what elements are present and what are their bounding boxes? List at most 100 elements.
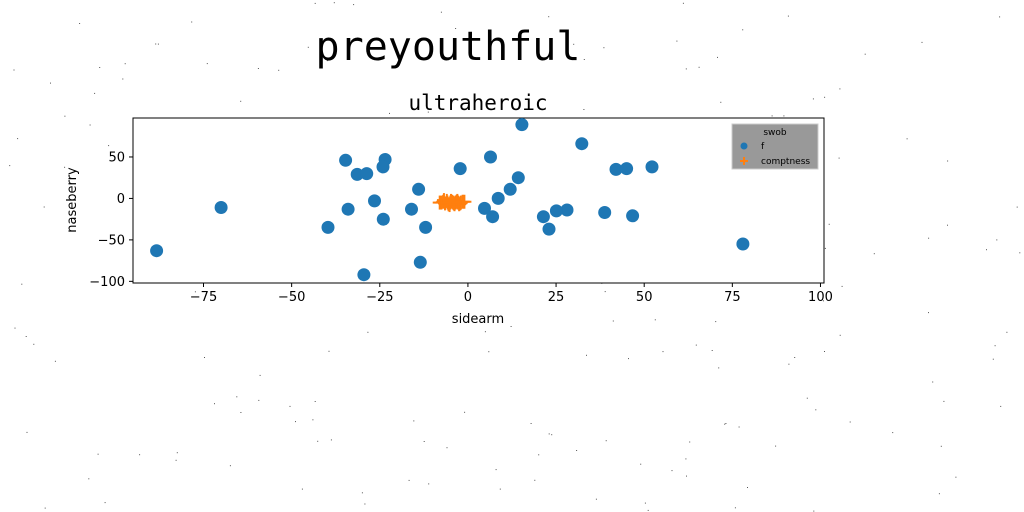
speckle (604, 291, 606, 293)
speckle (947, 160, 949, 162)
series-comptness-points (432, 193, 472, 213)
speckle (314, 401, 316, 402)
speckle (742, 29, 744, 31)
speckle (157, 43, 159, 45)
point-f (511, 171, 525, 185)
point-f (542, 222, 556, 236)
point-f (419, 220, 433, 234)
legend-label-comptness: comptness (761, 157, 810, 167)
speckle (662, 351, 664, 353)
speckle (689, 441, 691, 443)
speckle (775, 445, 777, 447)
speckle (724, 423, 726, 425)
speckle (676, 40, 678, 42)
speckle (892, 432, 894, 434)
speckle (43, 206, 45, 208)
speckle (64, 115, 66, 117)
speckle (88, 478, 90, 480)
speckle (849, 421, 851, 423)
speckle (50, 82, 51, 84)
speckle (259, 374, 261, 376)
speckle (214, 403, 215, 405)
legend: swob f comptness (731, 123, 819, 170)
speckle (695, 344, 697, 346)
legend-marker-comptness (740, 157, 748, 165)
speckle (114, 240, 115, 242)
speckle (698, 66, 700, 68)
speckle (671, 470, 673, 472)
point-f (214, 201, 228, 214)
speckle (654, 319, 656, 321)
speckle (440, 11, 442, 13)
speckle (155, 43, 157, 45)
speckle (686, 475, 687, 477)
point-f (575, 137, 589, 151)
speckle (25, 336, 27, 337)
speckle (548, 433, 550, 435)
x-tick-label: 50 (636, 290, 653, 305)
speckle (738, 426, 740, 428)
x-tick-label: −75 (190, 290, 217, 305)
speckle (841, 285, 843, 287)
speckle (499, 488, 501, 490)
point-f (515, 118, 529, 132)
speckle (824, 247, 826, 249)
speckle (427, 111, 429, 113)
x-tick-label: 0 (464, 290, 472, 305)
speckle (326, 60, 328, 62)
point-f (376, 160, 390, 174)
speckle (787, 15, 789, 17)
speckle (510, 326, 512, 327)
y-axis-label: naseberry (65, 167, 80, 233)
speckle (812, 98, 814, 100)
speckle (994, 345, 996, 347)
speckle (236, 396, 238, 398)
speckle (718, 367, 720, 369)
speckle (992, 358, 994, 360)
speckle (176, 452, 178, 454)
speckle (367, 331, 369, 333)
speckle (361, 492, 363, 494)
speckle (121, 278, 123, 280)
point-f (321, 220, 335, 234)
speckle (289, 405, 291, 407)
speckle (446, 447, 448, 449)
point-f (598, 206, 612, 219)
speckle (586, 354, 587, 356)
speckle (839, 88, 841, 90)
speckle (484, 331, 486, 333)
speckle (932, 381, 934, 383)
point-f (491, 191, 505, 205)
speckle (13, 69, 15, 71)
point-f (736, 237, 750, 251)
point-f (376, 212, 390, 226)
speckle (175, 459, 177, 461)
x-axis-label: sidearm (452, 312, 504, 327)
speckle (194, 291, 196, 293)
speckle (389, 112, 390, 114)
speckle (583, 109, 585, 110)
point-f (549, 204, 563, 218)
speckle (725, 423, 727, 424)
speckle (307, 46, 309, 48)
speckle (947, 224, 948, 226)
speckle (682, 2, 684, 4)
plot-area (132, 117, 825, 284)
y-axis-ticks: −100 −50 0 50 (89, 150, 133, 290)
point-f (413, 255, 427, 269)
speckle (943, 400, 945, 402)
speckle (838, 157, 840, 159)
point-comptness (434, 195, 449, 210)
point-f (645, 160, 659, 174)
speckle (333, 2, 335, 4)
speckle (640, 463, 642, 465)
speckle (312, 419, 314, 421)
speckle (44, 507, 46, 509)
speckle (583, 59, 585, 60)
speckle (806, 397, 808, 399)
speckle (720, 101, 722, 103)
point-f (368, 194, 381, 208)
x-tick-label: −50 (278, 290, 305, 305)
speckle (864, 53, 866, 55)
